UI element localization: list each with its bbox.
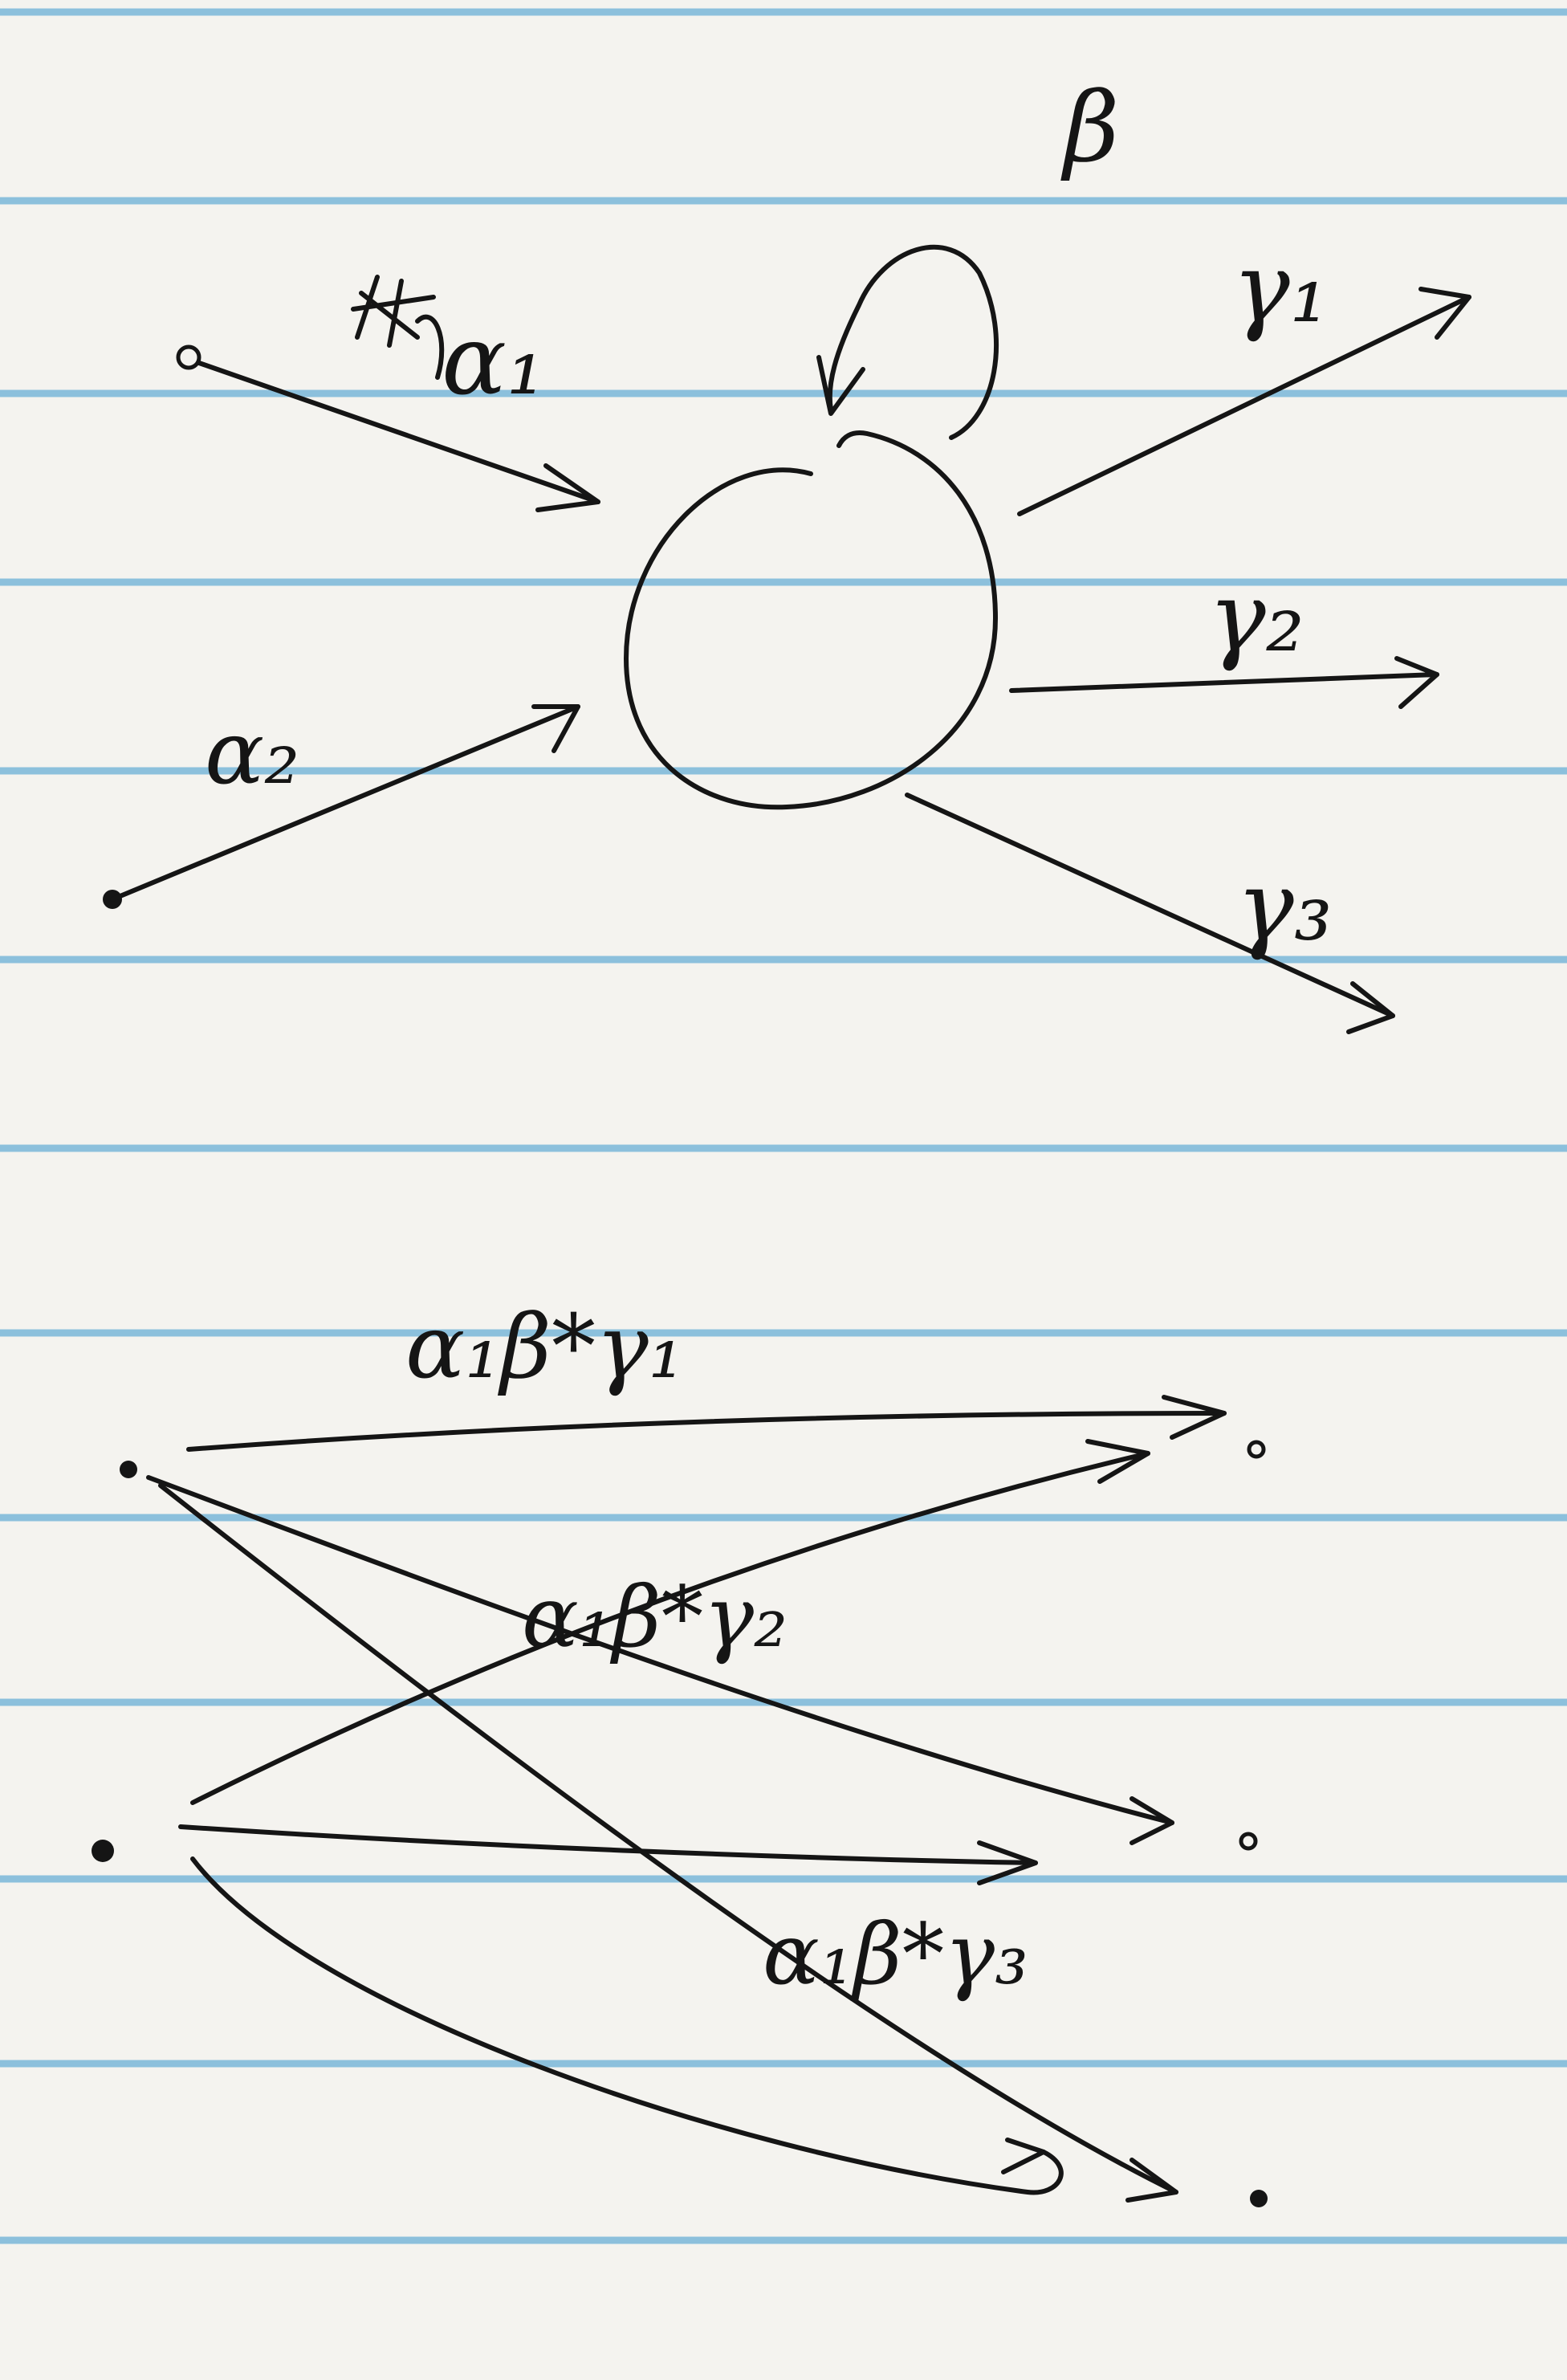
edge-gamma2	[1009, 672, 1439, 693]
edge-s2-t2-arrowhead	[977, 1840, 1038, 1885]
bypass-target-2	[1239, 1832, 1258, 1851]
edge-alpha2-arrowhead	[531, 704, 580, 753]
edge-gamma3	[905, 793, 1395, 1018]
bypass-edges-diagram: α₁β*γ₁ α₁β*γ₂ α₁β*γ₃	[92, 1295, 1268, 2207]
edge-gamma2-arrowhead	[1394, 656, 1439, 709]
edge-gamma3-arrowhead	[1346, 981, 1395, 1034]
edge-alpha1	[197, 361, 600, 504]
edge-s2-t3	[190, 1856, 1064, 2195]
edge-gamma1-arrowhead	[1418, 287, 1471, 340]
edge-s1-t1-arrowhead	[1162, 1395, 1227, 1440]
ruled-lines	[0, 8, 1567, 2244]
edge-alpha2	[110, 704, 580, 902]
self-loop-arrowhead	[816, 355, 865, 416]
label-alpha1: α₁	[442, 305, 545, 417]
bypass-source-1	[120, 1461, 137, 1478]
edge-s1-t3	[158, 1483, 1178, 2195]
edge-s2-t2	[178, 1824, 1038, 1865]
edge-s2-t1	[190, 1451, 1150, 1805]
edge-s2-t3-arrowhead	[1001, 2138, 1046, 2174]
edge-s1-t2-arrowhead	[1129, 1796, 1174, 1845]
self-loop-beta	[827, 244, 999, 440]
label-bypass-3: α₁β*γ₃	[763, 1905, 1028, 2003]
label-bypass-1: α₁β*γ₁	[405, 1295, 684, 1398]
label-gamma2: γ₂	[1208, 562, 1304, 674]
edge-s2-t1-arrowhead	[1085, 1439, 1150, 1484]
central-state	[624, 430, 998, 810]
edge-alpha1-arrowhead	[535, 463, 600, 512]
state-elimination-diagram: β α₁ α₂ γ₁ γ₂ γ₃	[103, 72, 1471, 1034]
bypass-target-1	[1247, 1440, 1266, 1459]
edge-s1-t1	[186, 1411, 1227, 1452]
label-alpha2: α₂	[205, 701, 299, 804]
scribble-strikeout	[351, 275, 445, 380]
edge-s1-t2	[146, 1475, 1174, 1825]
edge-s1-t3-arrowhead	[1125, 2158, 1178, 2203]
edge-gamma1	[1017, 295, 1471, 516]
bypass-source-2	[92, 1840, 114, 1862]
label-bypass-2: α₁β*γ₂	[522, 1568, 788, 1666]
label-beta: β	[1060, 72, 1119, 184]
label-gamma3: γ₃	[1236, 851, 1333, 963]
label-gamma1: γ₁	[1232, 233, 1329, 344]
source-state-1	[176, 344, 201, 370]
bypass-target-3	[1250, 2190, 1268, 2207]
